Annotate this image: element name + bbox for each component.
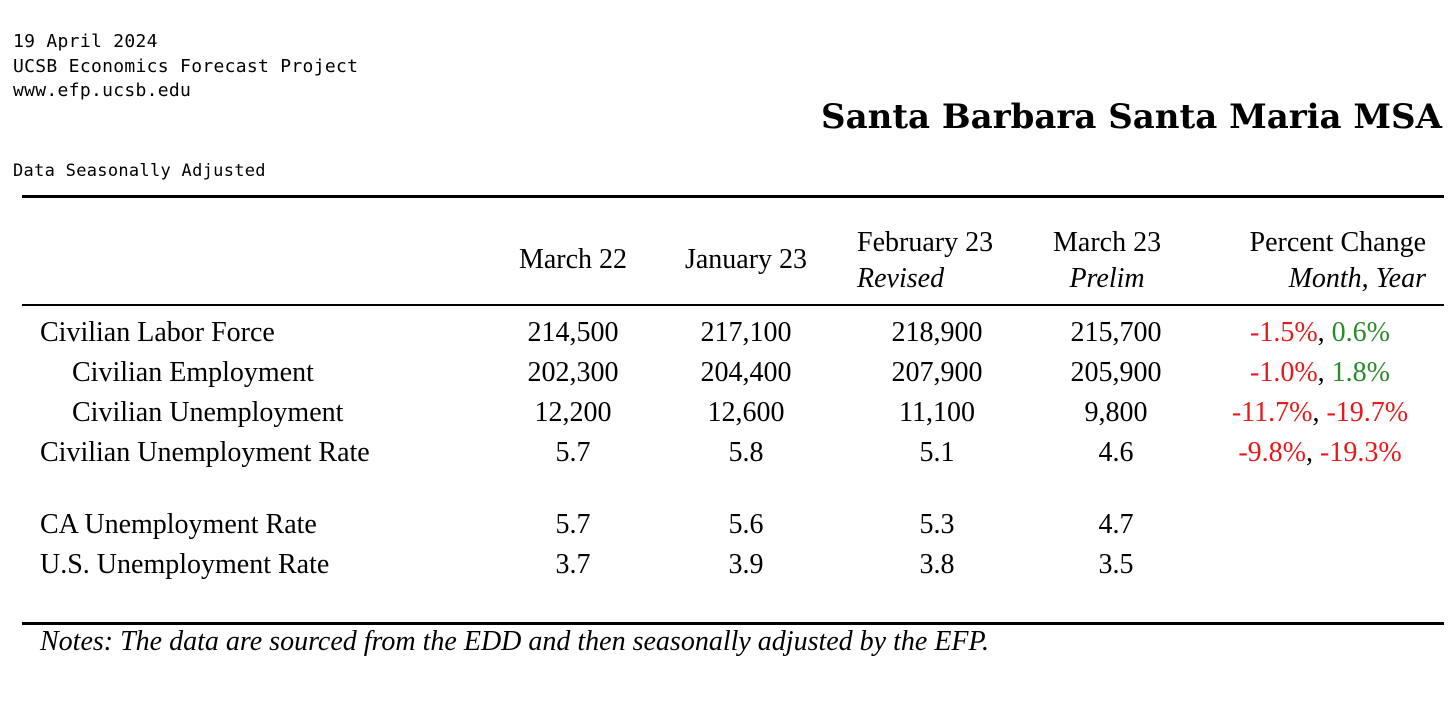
cell-value: 5.8 [728,437,764,468]
change-separator: , [1317,317,1332,348]
column-header-label: March 22 [518,244,628,275]
cell-value: 218,900 [891,317,983,348]
cell-value: 5.3 [919,509,955,540]
column-header-sub: Month, Year [1288,263,1426,294]
change-separator: , [1312,397,1327,428]
row-label: Civilian Labor Force [40,317,275,348]
table-top-rule [22,195,1444,198]
row-label: U.S. Unemployment Rate [40,549,330,580]
cell-value: 3.8 [919,549,955,580]
column-header-label: Percent Change [1249,227,1427,258]
cell-value: 3.5 [1098,549,1134,580]
year-change: 1.8% [1331,357,1390,388]
cell-value: 215,700 [1070,317,1162,348]
column-header-label: March 23 [1053,227,1162,258]
table-row-civilian-unemployment: Civilian Unemployment 12,200 12,600 11,1… [0,393,1456,433]
cell-value: 205,900 [1070,357,1162,388]
cell-value: 214,500 [527,317,619,348]
row-label: Civilian Unemployment [72,397,344,428]
adjustment-note: Data Seasonally Adjusted [13,161,266,181]
cell-value: 3.7 [555,549,591,580]
cell-value: 217,100 [700,317,792,348]
column-header-march-23: March 23 Prelim [1053,225,1161,297]
year-change: -19.3% [1320,437,1402,468]
table-row-us-unemployment-rate: U.S. Unemployment Rate 3.7 3.9 3.8 3.5 [0,545,1456,585]
row-label: Civilian Unemployment Rate [40,437,370,468]
percent-change-cell: -1.0%, 1.8% [1200,353,1440,393]
column-header-sub: Revised [857,263,945,294]
column-header-sub: Prelim [1069,263,1145,294]
percent-change-cell: -1.5%, 0.6% [1200,313,1440,353]
table-row-civilian-labor-force: Civilian Labor Force 214,500 217,100 218… [0,313,1456,353]
cell-value: 5.6 [728,509,764,540]
cell-value: 12,600 [707,397,785,428]
region-title: Santa Barbara Santa Maria MSA [821,97,1442,137]
percent-change-cell: -9.8%, -19.3% [1200,433,1440,473]
month-change: -11.7% [1231,397,1313,428]
cell-value: 12,200 [534,397,612,428]
header-bottom-rule [22,304,1444,306]
row-label: Civilian Employment [72,357,314,388]
column-header-label: January 23 [684,244,808,275]
cell-value: 4.6 [1098,437,1134,468]
column-header-january-23: January 23 [666,242,826,278]
cell-value: 3.9 [728,549,764,580]
table-notes: Notes: The data are sourced from the EDD… [40,626,990,657]
cell-value: 204,400 [700,357,792,388]
column-header-label: February 23 [857,227,994,258]
change-separator: , [1306,437,1320,468]
month-change: -9.8% [1238,437,1306,468]
month-change: -1.5% [1250,317,1318,348]
year-change: -19.7% [1326,397,1409,428]
cell-value: 5.7 [555,509,591,540]
organization-name: UCSB Economics Forecast Project [13,55,359,77]
month-change: -1.0% [1250,357,1318,388]
column-header-percent-change: Percent Change Month, Year [1200,225,1427,297]
column-header-february-23: February 23 Revised [857,225,993,297]
report-date: 19 April 2024 [13,31,158,52]
cell-value: 5.7 [555,437,591,468]
year-change: 0.6% [1331,317,1390,348]
percent-change-cell: -11.7%, -19.7% [1200,393,1440,433]
table-bottom-rule [22,622,1444,625]
cell-value: 202,300 [527,357,619,388]
cell-value: 207,900 [891,357,983,388]
table-row-civilian-employment: Civilian Employment 202,300 204,400 207,… [0,353,1456,393]
cell-value: 11,100 [899,397,975,428]
column-header-march-22: March 22 [503,242,643,278]
change-separator: , [1317,357,1332,388]
website-link[interactable]: www.efp.ucsb.edu [13,80,192,101]
table-row-civilian-unemployment-rate: Civilian Unemployment Rate 5.7 5.8 5.1 4… [0,433,1456,473]
cell-value: 9,800 [1084,397,1148,428]
report-meta: 19 April 2024 UCSB Economics Forecast Pr… [13,30,358,104]
cell-value: 5.1 [919,437,955,468]
table-row-ca-unemployment-rate: CA Unemployment Rate 5.7 5.6 5.3 4.7 [0,505,1456,545]
row-label: CA Unemployment Rate [40,509,317,540]
cell-value: 4.7 [1098,509,1134,540]
